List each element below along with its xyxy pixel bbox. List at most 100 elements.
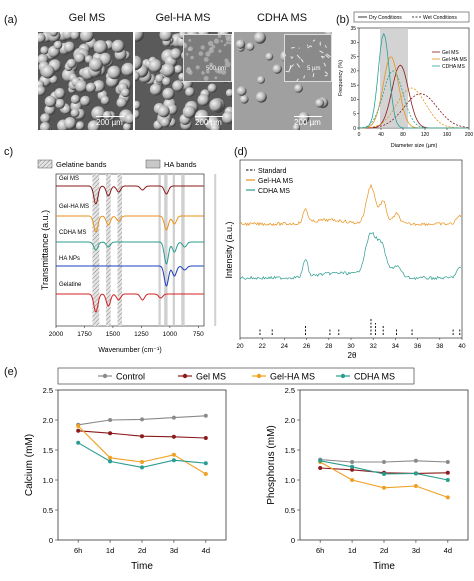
chart-b-ytick: 10 [350,97,356,103]
microsphere [135,71,140,82]
chart-c-ylabel: Transmittance (a.u.) [40,210,50,290]
chart-b-ytick: 30 [350,40,356,46]
chart-e-xtick: 1d [106,546,114,555]
microsphere [135,100,141,110]
chart-d-xtick: 34 [392,343,400,350]
microsphere [162,77,172,86]
chart-e-xtick: 6h [74,546,82,555]
legend-cdha: CDHA MS [258,188,290,195]
microsphere [87,120,101,130]
microsphere [44,95,57,108]
panel-e-letter: (e) [4,366,18,378]
chart-e-xtick: 2d [380,546,388,555]
ftir-spectrum [56,241,204,265]
microsphere [40,46,49,55]
microsphere [272,64,282,74]
ftir-label: HA NPs [59,256,80,262]
data-point [171,434,176,439]
chart-c-xtick: 1500 [106,331,121,338]
data-point [108,459,113,464]
microsphere [41,65,55,79]
chart-d-ylabel: Intensity (a.u.) [224,221,234,278]
microsphere [121,62,133,77]
ftir-label: Gel-HA MS [59,204,89,210]
microsphere [61,104,71,115]
legend-b-gelha: Gel-HA MS [442,57,468,63]
chart-e-frame [57,389,227,541]
microsphere [63,41,75,53]
gelatine-band [117,174,123,326]
data-point [203,436,208,440]
microsphere [236,86,247,96]
microsphere [100,95,110,105]
chart-b-curve [359,93,468,129]
data-point [318,458,323,463]
microsphere [292,124,301,130]
microsphere [123,122,132,130]
panel-c-letter: c) [4,146,14,158]
chart-e-xtick: 6h [316,546,324,555]
chart-b-xtick: 80 [400,132,406,138]
ha-band [181,174,185,326]
data-point [382,472,386,476]
microsphere [54,88,66,99]
data-point [445,495,450,500]
legend-b-gel: Gel MS [442,50,459,56]
chart-b-xtick: 160 [443,132,452,138]
data-point [140,434,144,439]
data-point [76,440,81,445]
chart-d-xtick: 38 [436,343,444,350]
data-point [445,470,450,475]
chart-e-xtick: 2d [138,546,146,555]
data-point [171,452,176,457]
chart-e-ytick: 1.5 [43,446,53,455]
data-point [350,464,355,469]
data-point [203,461,208,466]
ftir-spectrum [56,185,204,205]
scale-label-gel: 200 µm [96,118,123,127]
chart-b-ytick: 25 [350,54,356,60]
microsphere [38,32,46,43]
ftir-label: Gelatine [59,282,82,288]
chart-d-xtick: 30 [347,343,355,350]
microsphere [170,48,182,60]
chart-b-ytick: 20 [350,69,356,75]
microsphere [221,111,232,124]
microsphere [197,94,210,106]
data-point [171,415,176,420]
microsphere [85,82,96,93]
microsphere [148,59,162,73]
chart-e-ytick: 0.5 [285,506,295,515]
chart-b-xtick: 200 [465,132,474,138]
sem-image-gel: 200 µm [38,32,133,130]
chart-b-curve [359,32,468,129]
microsphere [182,105,196,119]
chart-e-ytick: 1.5 [285,446,295,455]
microsphere [255,91,267,103]
chart-d-xtick: 36 [414,343,422,350]
microsphere [174,65,183,74]
data-point [445,478,450,482]
chart-d-xtick: 26 [303,343,311,350]
xrd-pattern [239,183,462,227]
microsphere [294,84,303,93]
sem-title-gelha: Gel-HA MS [155,12,211,24]
data-point [108,431,113,436]
chart-b-ytick: 35 [350,26,356,32]
chart-e: Control Gel MS Gel-HA MS CDHA MS 0 0.5 1.0 1.5… [24,367,469,572]
microsphere [116,97,128,108]
microsphere [185,87,195,97]
chart-e-ytick: 0 [291,536,295,545]
chart-e-ytick: 1.0 [43,476,53,485]
chart-e-ytick: 2.0 [43,416,53,425]
chart-b-ytick: 5 [353,112,356,118]
ftir-spectrum [56,265,204,287]
legend-gelha: Gel-HA MS [258,178,293,185]
gelatine-band [106,174,111,326]
microsphere [210,123,221,130]
microsphere [159,32,173,42]
legend-e-2: Gel-HA MS [270,372,315,382]
microsphere [149,83,162,96]
ha-band [214,174,217,326]
data-point [350,460,355,464]
